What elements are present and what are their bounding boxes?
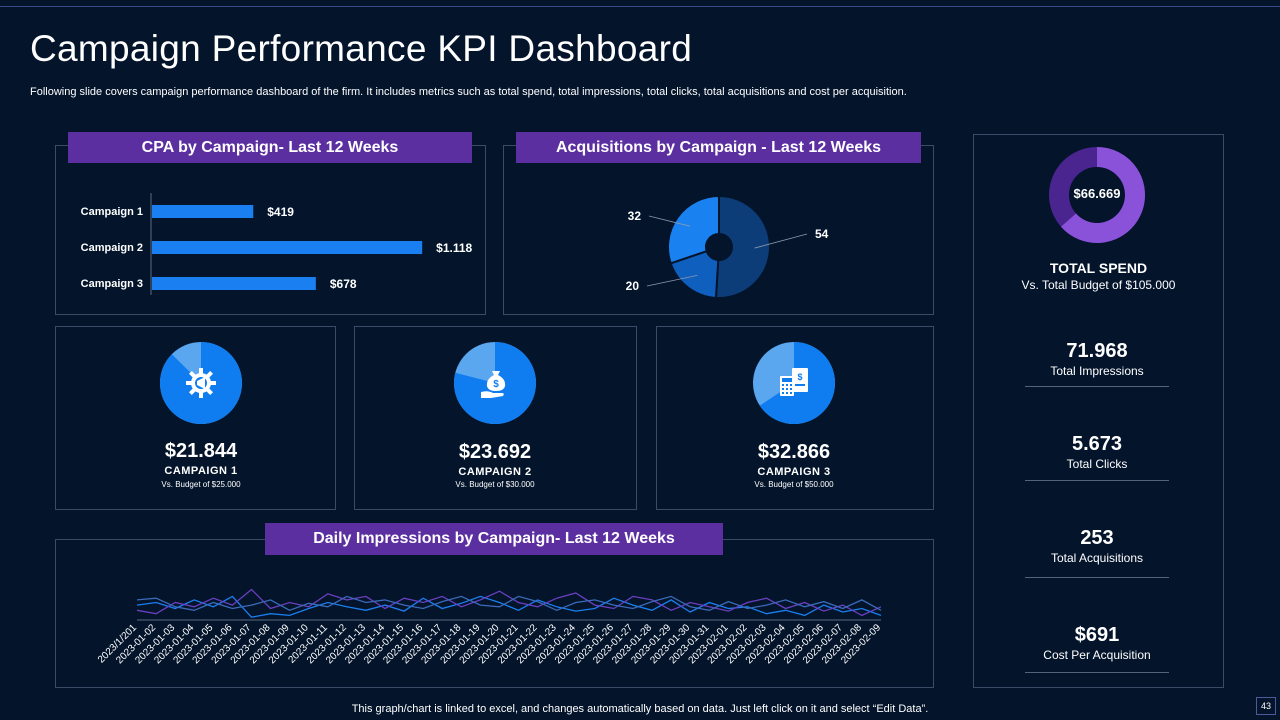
cpa-category-label: Campaign 2 [81,242,143,254]
total-impressions-value: 71.968 [1066,340,1128,362]
cpa-bar[interactable] [152,205,254,218]
total-spend-donut [1049,147,1145,243]
metric-divider [1025,672,1169,673]
acq-slice[interactable] [669,249,720,299]
acq-value-label: 32 [628,209,642,223]
campaign-card-2 [354,326,637,510]
total-impressions-label: Total Impressions [1050,364,1144,378]
daily-panel-title: Daily Impressions by Campaign- Last 12 W… [265,523,723,555]
metric-divider [1025,480,1169,481]
line-series[interactable] [136,595,882,612]
campaign-1-name: CAMPAIGN 1 [164,465,238,477]
campaign-1-budget: Vs. Budget of $25.000 [161,480,241,489]
line-series[interactable] [136,595,882,618]
campaign-3-name: CAMPAIGN 3 [757,466,831,478]
cpa-value-label: $1.118 [436,241,472,255]
cpa-bar[interactable] [152,241,423,254]
money-bag-hand-icon: $ [481,371,506,398]
total-spend-value: $66.669 [1073,186,1121,201]
svg-text:$: $ [797,372,802,382]
page-title: Campaign Performance KPI Dashboard [30,28,693,69]
acq-panel-title: Acquisitions by Campaign - Last 12 Weeks [516,132,921,163]
campaign-2-budget: Vs. Budget of $30.000 [455,480,535,489]
footer-note: This graph/chart is linked to excel, and… [351,703,929,715]
calculator-invoice-icon: $ [780,368,808,396]
svg-text:$: $ [493,379,499,390]
acq-slice[interactable] [667,194,720,265]
cpa-value-label: $419 [267,205,294,219]
acq-slice[interactable] [714,194,771,299]
total-acquisitions-value: 253 [1080,527,1114,549]
total-clicks-value: 5.673 [1071,433,1123,455]
total-spend-sub: Vs. Total Budget of $105.000 [1021,278,1176,292]
cpa-bar-chart[interactable]: Campaign 1 $419 Campaign 2 $1.118 Campaign 3… [55,170,486,315]
campaign-3-budget: Vs. Budget of $50.000 [754,480,834,489]
cpa-value-label: $678 [330,277,357,291]
line-series[interactable] [136,588,882,617]
metric-divider [1025,386,1169,387]
cost-per-acquisition-label: Cost Per Acquisition [1043,648,1151,662]
cpa-bar[interactable] [152,277,316,290]
gear-megaphone-icon [186,368,216,398]
cost-per-acquisition-value: $691 [1074,624,1120,646]
acq-leader-line [754,233,808,249]
summary-panel [973,134,1224,688]
acq-donut-chart[interactable]: 54 20 32 [503,170,934,315]
cpa-category-label: Campaign 1 [81,206,143,218]
total-clicks-label: Total Clicks [1066,457,1128,471]
campaign-1-value: $21.844 [164,440,238,462]
daily-impressions-line-chart[interactable]: 2023/1/2012023-01-022023-01-032023-01-04… [55,556,934,688]
acq-leader-line [648,215,691,227]
top-rule [0,6,1280,7]
campaign-3-value: $32.866 [757,441,831,463]
cpa-panel-title: CPA by Campaign- Last 12 Weeks [68,132,472,163]
acq-value-label: 20 [626,279,640,293]
campaign-2-value: $23.692 [458,441,532,463]
acq-leader-line [646,274,698,287]
campaign-2-name: CAMPAIGN 2 [458,466,532,478]
page-number: 43 [1256,697,1276,715]
metric-divider [1025,577,1169,578]
page-subtitle: Following slide covers campaign performa… [30,86,907,98]
acq-value-label: 54 [815,227,829,241]
campaign-card-1 [55,326,336,510]
total-acquisitions-label: Total Acquisitions [1050,551,1144,565]
cpa-category-label: Campaign 3 [81,278,143,290]
campaign-card-3 [656,326,934,510]
total-spend-label: TOTAL SPEND [1049,260,1148,276]
